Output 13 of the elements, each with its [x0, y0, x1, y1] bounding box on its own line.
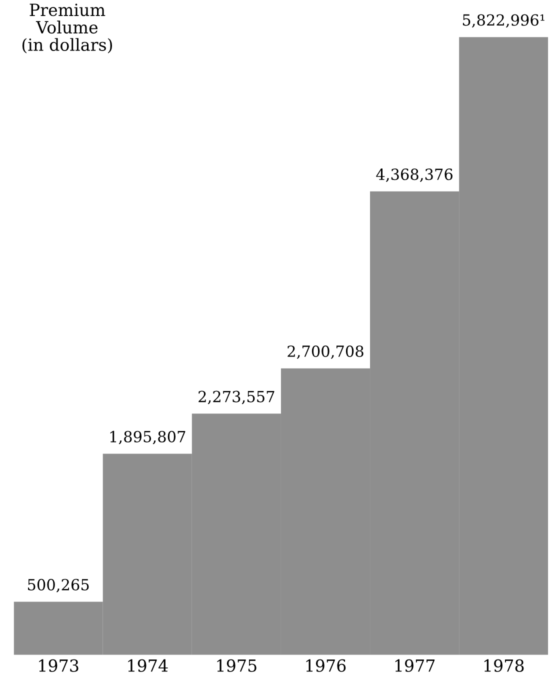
- x-tick-label: 1977: [395, 659, 435, 672]
- data-label: 2,273,557: [198, 390, 274, 404]
- data-label: 500,265: [28, 578, 89, 592]
- data-label: 2,700,708: [288, 345, 364, 359]
- x-tick-label: 1974: [128, 659, 168, 672]
- x-tick-label: 1978: [484, 659, 524, 672]
- data-label: 5,822,996¹: [462, 14, 544, 28]
- y-axis-title: Premium Volume (in dollars): [22, 4, 112, 54]
- x-tick-label: 1973: [39, 659, 78, 672]
- data-label: 4,368,376: [376, 168, 452, 182]
- x-tick-label: 1976: [306, 659, 346, 672]
- x-tick-label: 1975: [217, 659, 256, 672]
- data-label: 1,895,807: [110, 430, 186, 444]
